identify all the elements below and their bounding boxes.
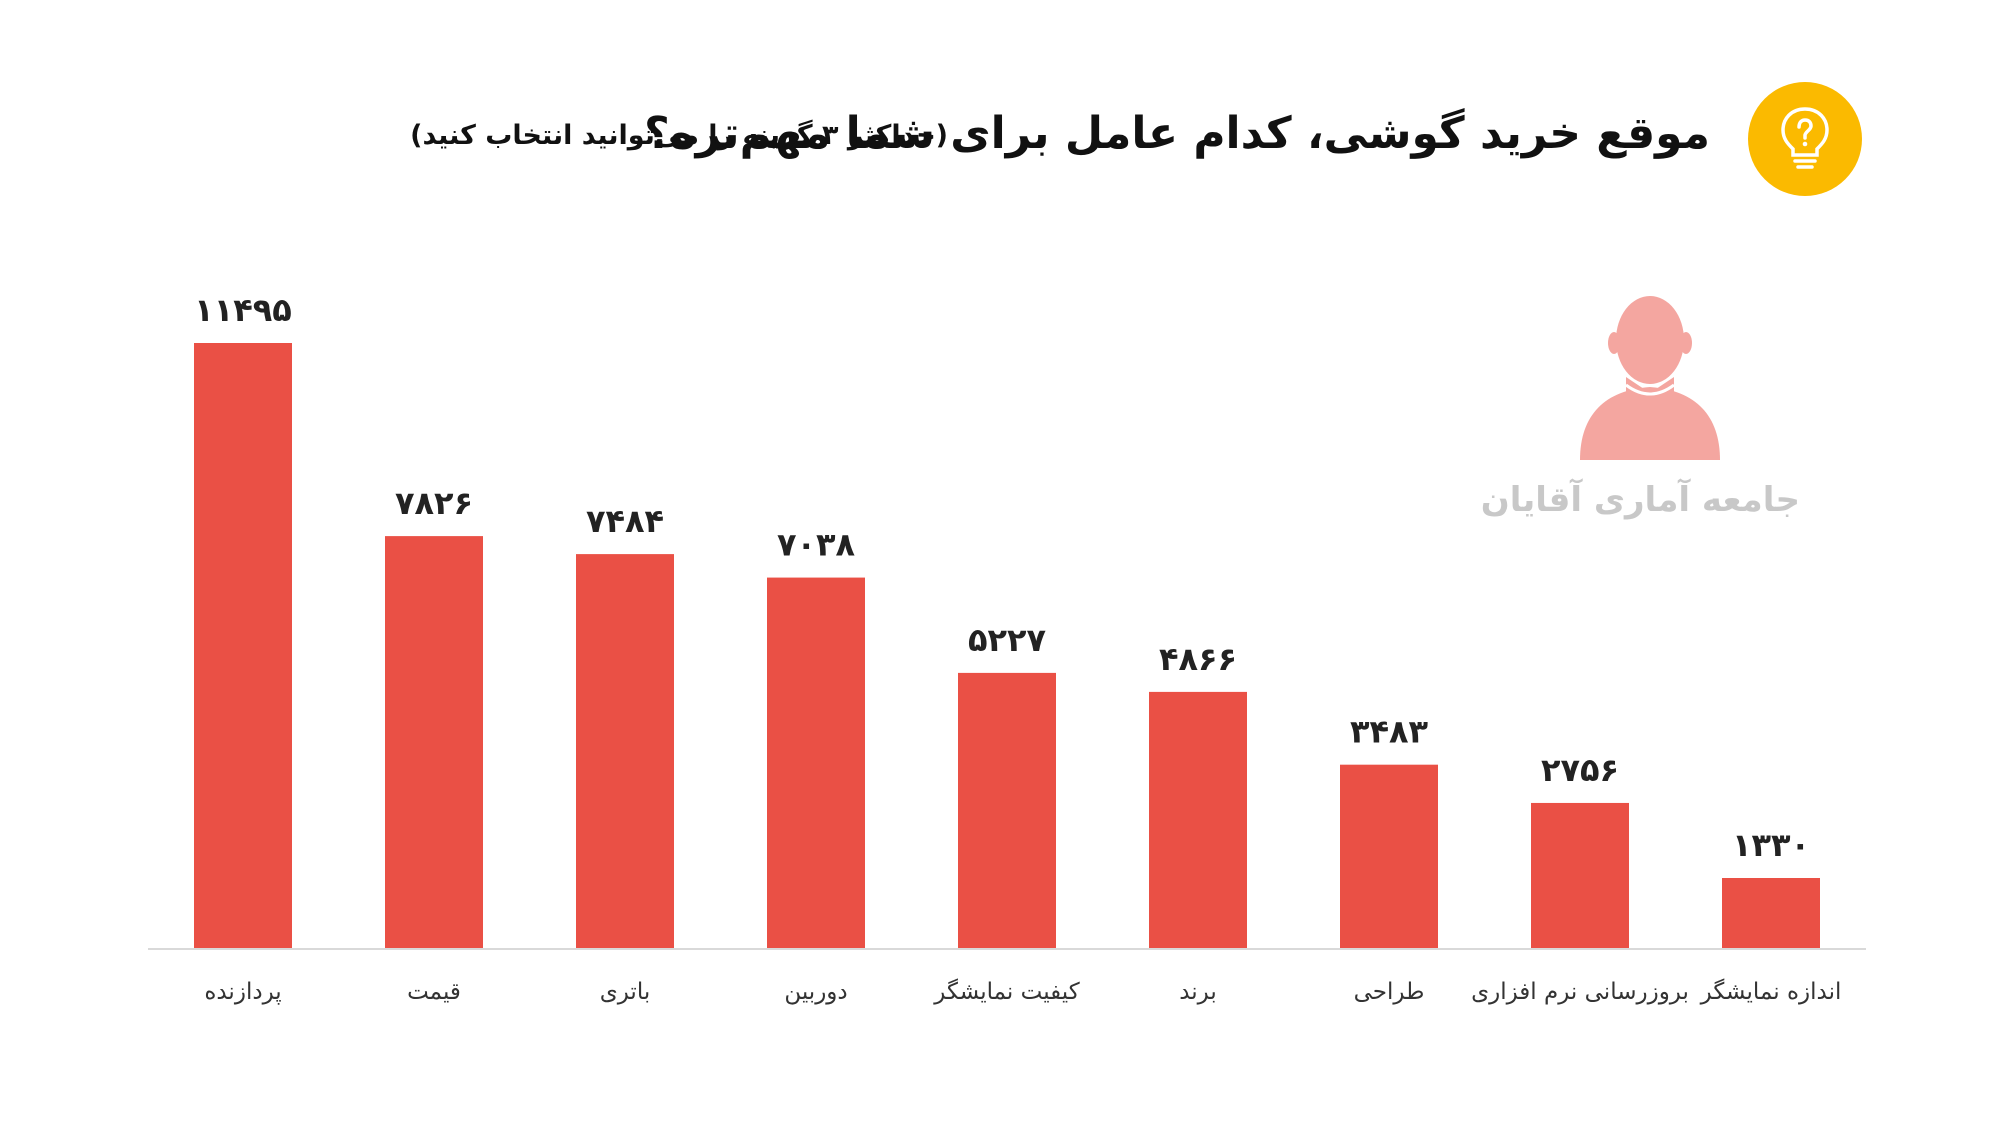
value-label-8: ۱۳۳۰ bbox=[1732, 826, 1810, 864]
watermark-text: جامعه آماری آقایان bbox=[1480, 480, 1800, 520]
category-label-0: پردازنده bbox=[204, 979, 281, 1005]
category-label-1: قیمت bbox=[407, 979, 461, 1005]
category-label-3: دوربین bbox=[784, 979, 847, 1005]
bar-1 bbox=[385, 536, 483, 948]
bar-5 bbox=[1149, 691, 1247, 948]
category-label-5: برند bbox=[1179, 979, 1217, 1005]
category-label-2: باتری bbox=[600, 979, 651, 1005]
male-user-icon bbox=[1580, 296, 1720, 460]
category-label-7: بروزرسانی نرم افزاری bbox=[1471, 979, 1689, 1005]
header: موقع خرید گوشی، کدام عامل برای شما مهم‌ت… bbox=[0, 0, 2000, 220]
value-label-4: ۵۲۲۷ bbox=[968, 621, 1047, 659]
bar-8 bbox=[1722, 878, 1820, 948]
value-label-6: ۳۴۸۳ bbox=[1350, 713, 1429, 751]
value-label-1: ۷۸۲۶ bbox=[395, 484, 473, 522]
value-label-3: ۷۰۳۸ bbox=[777, 526, 856, 564]
value-label-0: ۱۱۴۹۵ bbox=[194, 291, 292, 329]
bar-6 bbox=[1340, 764, 1438, 948]
value-label-5: ۴۸۶۶ bbox=[1159, 640, 1237, 678]
bar-4 bbox=[958, 672, 1056, 948]
watermark: جامعه آماری آقایان bbox=[1480, 285, 1800, 535]
bar-7 bbox=[1531, 802, 1629, 948]
category-label-4: کیفیت نمایشگر bbox=[933, 978, 1079, 1005]
value-label-2: ۷۴۸۴ bbox=[586, 502, 664, 540]
chart-subtitle: (حداکثر ۳ گزینه را می‌توانید انتخاب کنید… bbox=[410, 120, 948, 151]
bar-2 bbox=[576, 554, 674, 948]
bar-0 bbox=[194, 343, 292, 948]
category-label-6: طراحی bbox=[1354, 979, 1425, 1005]
chart-title: موقع خرید گوشی، کدام عامل برای شما مهم‌ت… bbox=[644, 108, 1710, 159]
bar-3 bbox=[767, 577, 865, 948]
value-label-7: ۲۷۵۶ bbox=[1541, 751, 1619, 789]
category-label-8: اندازه نمایشگر bbox=[1700, 978, 1842, 1005]
lightbulb-question-icon bbox=[1748, 82, 1862, 196]
